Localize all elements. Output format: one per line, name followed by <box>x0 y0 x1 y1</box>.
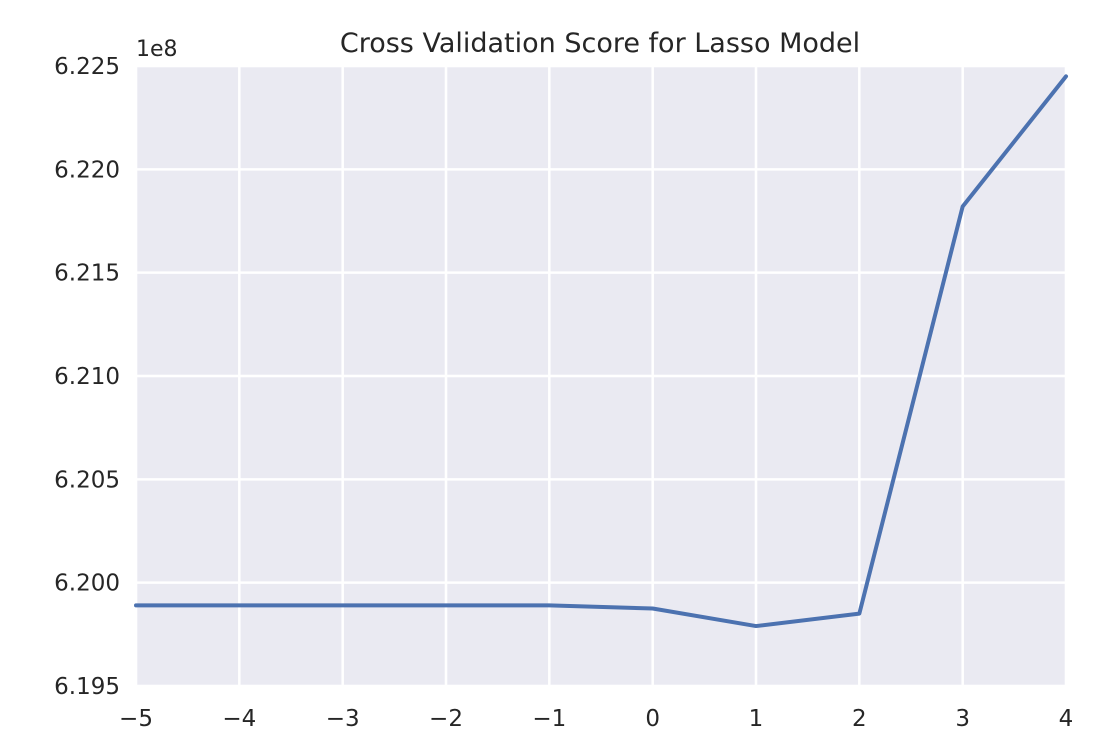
chart-title: Cross Validation Score for Lasso Model <box>340 28 860 59</box>
x-tick-label: −5 <box>119 706 153 732</box>
y-tick-label: 6.205 <box>54 467 120 493</box>
x-tick-label: 2 <box>852 706 867 732</box>
y-axis-offset-label: 1e8 <box>136 37 178 62</box>
x-tick-label: 3 <box>955 706 970 732</box>
y-tick-label: 6.220 <box>54 157 120 183</box>
x-axis-ticks: −5 −4 −3 −2 −1 0 1 2 3 4 <box>119 706 1073 732</box>
x-tick-label: 4 <box>1059 706 1074 732</box>
y-tick-label: 6.200 <box>54 571 120 597</box>
x-tick-label: −4 <box>222 706 256 732</box>
y-tick-label: 6.195 <box>54 674 120 700</box>
y-tick-label: 6.225 <box>54 54 120 80</box>
x-tick-label: −3 <box>326 706 360 732</box>
x-tick-label: 0 <box>645 706 660 732</box>
x-tick-label: −2 <box>429 706 463 732</box>
x-tick-label: −1 <box>532 706 566 732</box>
y-tick-label: 6.215 <box>54 261 120 287</box>
series-line <box>134 74 1068 629</box>
y-axis-ticks: 6.195 6.200 6.205 6.210 6.215 6.220 6.225 <box>54 54 120 700</box>
y-tick-label: 6.210 <box>54 364 120 390</box>
x-tick-label: 1 <box>749 706 764 732</box>
grid <box>134 64 1068 688</box>
